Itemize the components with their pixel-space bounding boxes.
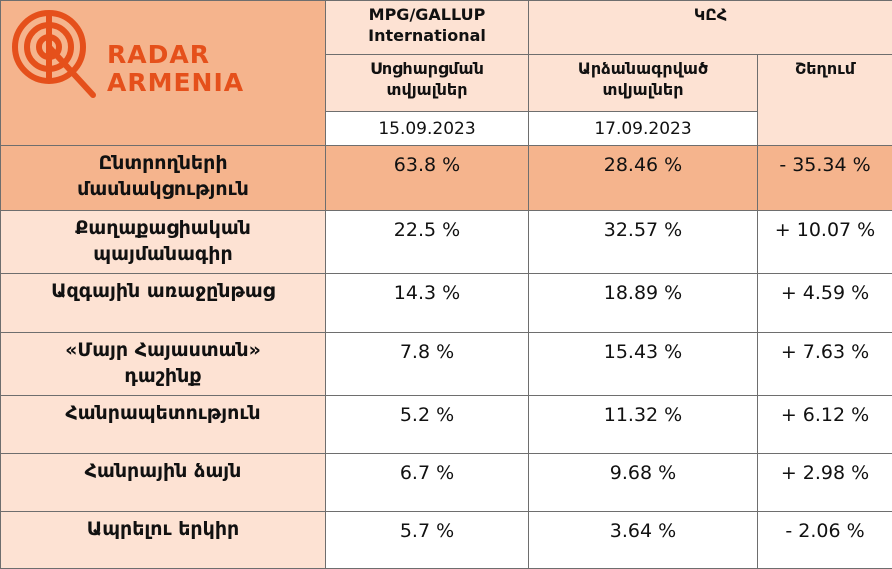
diff-header: Շեղում bbox=[758, 55, 892, 146]
diff-value: + 4.59 % bbox=[758, 274, 892, 333]
diff-value: + 2.98 % bbox=[758, 454, 892, 512]
cec-data-header: Արձանագրված տվյալներ bbox=[529, 55, 758, 112]
row-label-line1: Հանրային ձայն bbox=[1, 458, 325, 484]
cec-value: 3.64 % bbox=[529, 512, 758, 569]
row-label: Ապրելու երկիր bbox=[1, 512, 326, 569]
poll-value: 22.5 % bbox=[326, 211, 529, 274]
row-label-line1: Ընտրողների bbox=[1, 150, 325, 176]
poll-data-line1: Սոցհարցման bbox=[326, 58, 528, 79]
cec-header: ԿԸՀ bbox=[529, 1, 892, 55]
row-label: Քաղաքացիական պայմանագիր bbox=[1, 211, 326, 274]
diff-value: - 2.06 % bbox=[758, 512, 892, 569]
diff-header-label: Շեղում bbox=[758, 55, 892, 79]
row-label-line2: պայմանագիր bbox=[1, 241, 325, 267]
diff-value: + 7.63 % bbox=[758, 333, 892, 396]
poll-value: 6.7 % bbox=[326, 454, 529, 512]
row-label: Ընտրողների մասնակցություն bbox=[1, 146, 326, 211]
poll-value: 5.7 % bbox=[326, 512, 529, 569]
radar-icon bbox=[15, 11, 93, 95]
cec-value: 9.68 % bbox=[529, 454, 758, 512]
cec-value: 18.89 % bbox=[529, 274, 758, 333]
cec-value: 15.43 % bbox=[529, 333, 758, 396]
table-row: Հանրապետություն 5.2 % 11.32 % + 6.12 % bbox=[1, 396, 892, 454]
poll-value: 7.8 % bbox=[326, 333, 529, 396]
poll-date: 15.09.2023 bbox=[326, 112, 529, 146]
diff-value: + 6.12 % bbox=[758, 396, 892, 454]
poll-value: 63.8 % bbox=[326, 146, 529, 211]
table-row: Հանրային ձայն 6.7 % 9.68 % + 2.98 % bbox=[1, 454, 892, 512]
row-label-line2: մասնակցություն bbox=[1, 176, 325, 202]
row-label: Հանրային ձայն bbox=[1, 454, 326, 512]
poll-data-line2: տվյալներ bbox=[326, 79, 528, 100]
cec-data-line1: Արձանագրված bbox=[529, 58, 757, 79]
row-label-line1: Քաղաքացիական bbox=[1, 215, 325, 241]
poll-data-header: Սոցհարցման տվյալներ bbox=[326, 55, 529, 112]
logo-text-line2: ARMENIA bbox=[107, 68, 244, 97]
logo-cell: RADAR ARMENIA bbox=[1, 1, 326, 146]
row-label: Հանրապետություն bbox=[1, 396, 326, 454]
cec-value: 28.46 % bbox=[529, 146, 758, 211]
cec-header-label: ԿԸՀ bbox=[529, 1, 892, 25]
row-label: «Մայր Հայաստան» դաշինք bbox=[1, 333, 326, 396]
table-row: Քաղաքացիական պայմանագիր 22.5 % 32.57 % +… bbox=[1, 211, 892, 274]
table-row: Ապրելու երկիր 5.7 % 3.64 % - 2.06 % bbox=[1, 512, 892, 569]
poll-value: 5.2 % bbox=[326, 396, 529, 454]
row-label-line1: «Մայր Հայաստան» bbox=[1, 337, 325, 363]
diff-value: - 35.34 % bbox=[758, 146, 892, 211]
diff-value: + 10.07 % bbox=[758, 211, 892, 274]
row-label: Ազգային առաջընթաց bbox=[1, 274, 326, 333]
logo-text-line1: RADAR bbox=[107, 40, 210, 69]
row-label-line1: Ապրելու երկիր bbox=[1, 516, 325, 542]
cec-value: 11.32 % bbox=[529, 396, 758, 454]
poll-source-line2: International bbox=[326, 25, 528, 46]
poll-value: 14.3 % bbox=[326, 274, 529, 333]
table-row: Ազգային առաջընթաց 14.3 % 18.89 % + 4.59 … bbox=[1, 274, 892, 333]
poll-source-header: MPG/GALLUP International bbox=[326, 1, 529, 55]
table-row: «Մայր Հայաստան» դաշինք 7.8 % 15.43 % + 7… bbox=[1, 333, 892, 396]
poll-source-line1: MPG/GALLUP bbox=[326, 4, 528, 25]
row-label-line2: դաշինք bbox=[1, 363, 325, 389]
cec-value: 32.57 % bbox=[529, 211, 758, 274]
row-label-line1: Հանրապետություն bbox=[1, 400, 325, 426]
cec-data-line2: տվյալներ bbox=[529, 79, 757, 100]
table-row: Ընտրողների մասնակցություն 63.8 % 28.46 %… bbox=[1, 146, 892, 211]
row-label-line1: Ազգային առաջընթաց bbox=[1, 278, 325, 304]
radar-armenia-logo: RADAR ARMENIA bbox=[1, 1, 326, 141]
cec-date: 17.09.2023 bbox=[529, 112, 758, 146]
